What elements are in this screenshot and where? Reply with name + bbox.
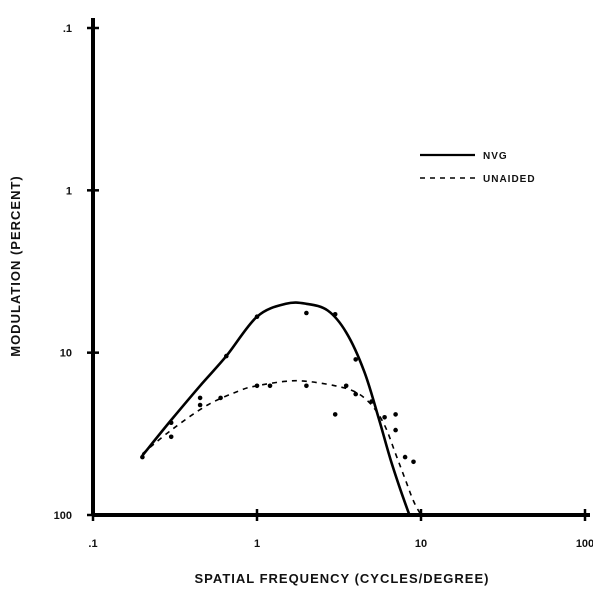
- legend: NVG UNAIDED: [420, 151, 536, 185]
- data-point: [382, 415, 387, 420]
- y-axis-title: MODULATION (PERCENT): [8, 175, 23, 357]
- y-tick-label: 100: [54, 510, 72, 522]
- data-point: [267, 383, 273, 389]
- x-axis-title: SPATIAL FREQUENCY (CYCLES/DEGREE): [195, 571, 490, 586]
- data-point: [168, 420, 174, 426]
- y-tick-label: 1: [66, 185, 72, 197]
- data-point: [369, 399, 374, 404]
- series-line-unaided: [141, 379, 422, 516]
- data-point: [402, 454, 408, 460]
- plot-area: .1 1 10 100 .1 1 10 100: [54, 18, 593, 550]
- y-tick-label: 10: [60, 348, 72, 360]
- data-point: [254, 314, 260, 320]
- data-point: [218, 395, 223, 401]
- data-point: [224, 353, 229, 359]
- axis-ticks: .1 1 10 100 .1 1 10 100: [54, 23, 593, 550]
- series-lines: [141, 301, 422, 516]
- x-tick-label: 1: [254, 538, 260, 550]
- data-point: [254, 383, 260, 389]
- data-point: [197, 402, 203, 408]
- data-point: [353, 357, 359, 362]
- data-point: [168, 434, 174, 440]
- data-point: [411, 459, 416, 465]
- y-tick-label: .1: [63, 23, 72, 35]
- x-tick-label: 10: [415, 538, 427, 550]
- data-point: [393, 412, 398, 417]
- data-point: [332, 312, 338, 317]
- data-point: [197, 395, 203, 401]
- data-points: [140, 310, 416, 465]
- data-point: [140, 454, 145, 460]
- x-tick-label: .1: [88, 538, 97, 550]
- x-tick-label: 100: [576, 538, 593, 550]
- data-point: [353, 391, 359, 397]
- data-point: [304, 310, 309, 316]
- data-point: [343, 383, 349, 389]
- data-point: [304, 383, 309, 389]
- data-point: [393, 427, 398, 433]
- legend-label-nvg: NVG: [483, 151, 508, 162]
- series-line-nvg: [141, 301, 411, 516]
- data-point: [332, 412, 338, 417]
- legend-label-unaided: UNAIDED: [483, 174, 536, 185]
